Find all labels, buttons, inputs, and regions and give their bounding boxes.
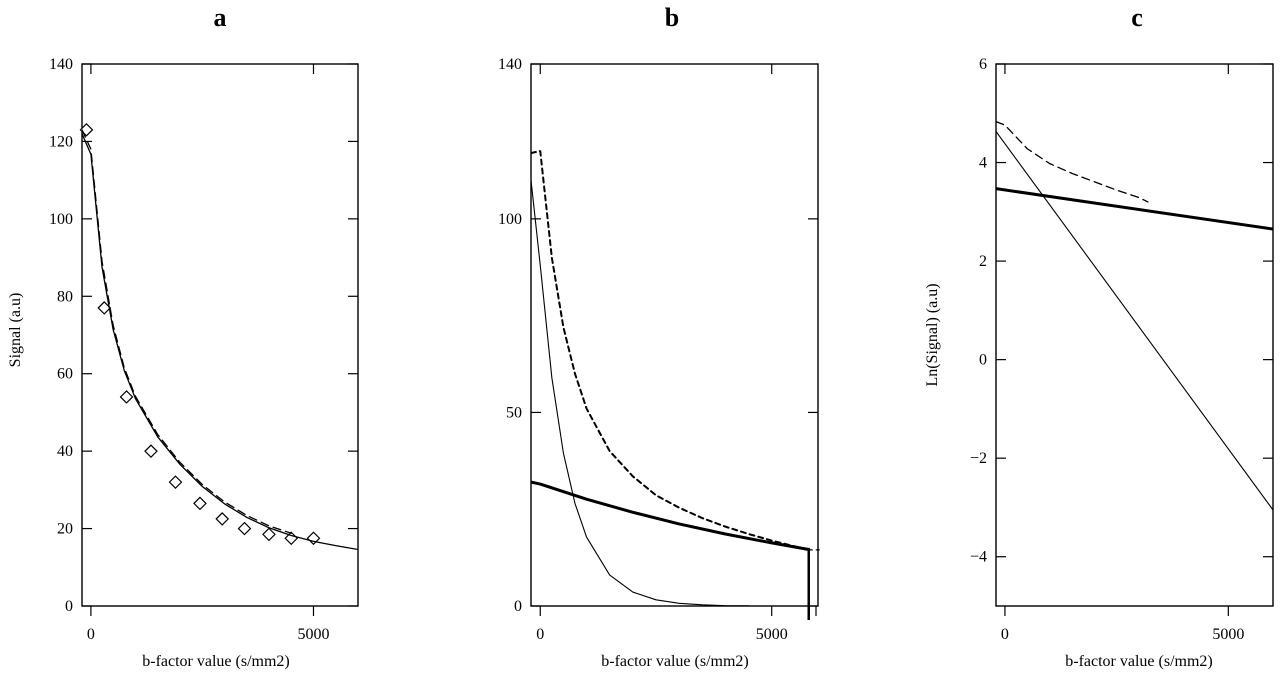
x-tick-label: 0	[1001, 626, 1009, 643]
x-tick-label: 5000	[1212, 626, 1244, 643]
plot-frame	[530, 63, 819, 607]
series-line-dotted	[531, 150, 810, 551]
y-tick-label: −4	[970, 549, 987, 566]
series-line-thin	[996, 130, 1273, 511]
data-point-diamond	[237, 521, 252, 536]
x-tick-label: 5000	[297, 626, 329, 643]
plot-frame	[81, 63, 359, 607]
y-tick-label: 0	[514, 598, 522, 615]
y-tick-label: 2	[979, 253, 987, 270]
series-line-dashed	[82, 129, 292, 534]
data-point-diamond	[306, 531, 321, 546]
y-tick-label: 0	[979, 352, 987, 369]
y-tick-label: 40	[57, 443, 73, 460]
panel-c: c −4 −2 0 2 4 6 0 5000 b-factor value (s/mm2) Ln(S…	[924, 3, 1274, 670]
series-line-thick	[996, 187, 1273, 231]
plot-frame	[995, 63, 1274, 607]
data-point-diamond	[119, 390, 134, 404]
data-point-diamond	[193, 496, 207, 511]
y-tick-label: 4	[979, 155, 987, 172]
x-axis-label: b-factor value (s/mm2)	[601, 653, 749, 670]
y-tick-label: 20	[57, 521, 73, 538]
y-tick-label: 50	[506, 404, 522, 421]
panel-letter: c	[1131, 3, 1143, 32]
panel-letter: a	[214, 3, 227, 32]
x-axis-label: b-factor value (s/mm2)	[142, 653, 290, 670]
data-point-diamond	[215, 512, 230, 526]
y-tick-label: 140	[498, 56, 522, 73]
series-line-dashed	[996, 120, 1149, 203]
y-axis-label: Ln(Signal) (a.u)	[924, 283, 941, 386]
x-tick-label: 0	[536, 626, 544, 643]
y-tick-label: 0	[65, 598, 73, 615]
panel-b: b 0 50 100 140 0 5000 b-factor value (s/mm2)	[498, 3, 821, 670]
y-tick-label: 6	[979, 56, 987, 73]
x-tick-label: 0	[87, 626, 95, 643]
y-tick-label: 120	[49, 133, 73, 150]
series-line-thick	[531, 480, 811, 551]
y-axis-label: Signal (a.u)	[7, 293, 24, 368]
x-axis-label: b-factor value (s/mm2)	[1065, 653, 1213, 670]
fit-line-solid	[82, 133, 358, 551]
y-tick-label: 100	[49, 211, 73, 228]
x-tick-label: 5000	[756, 626, 788, 643]
data-point-diamond	[144, 444, 158, 458]
data-point-diamond	[168, 475, 183, 489]
y-tick-label: 100	[498, 211, 522, 228]
data-point-diamond	[97, 301, 112, 315]
panel-a: a 0 20 40 60 80 100 120 140 0 5000 b-factor value (…	[7, 3, 359, 670]
y-tick-label: 80	[57, 288, 73, 305]
data-point-diamond	[262, 527, 276, 542]
series-line-thin	[531, 179, 750, 606]
y-tick-label: 140	[49, 56, 73, 73]
panel-letter: b	[665, 3, 679, 32]
y-tick-label: 60	[57, 366, 73, 383]
y-tick-label: −2	[970, 450, 987, 467]
